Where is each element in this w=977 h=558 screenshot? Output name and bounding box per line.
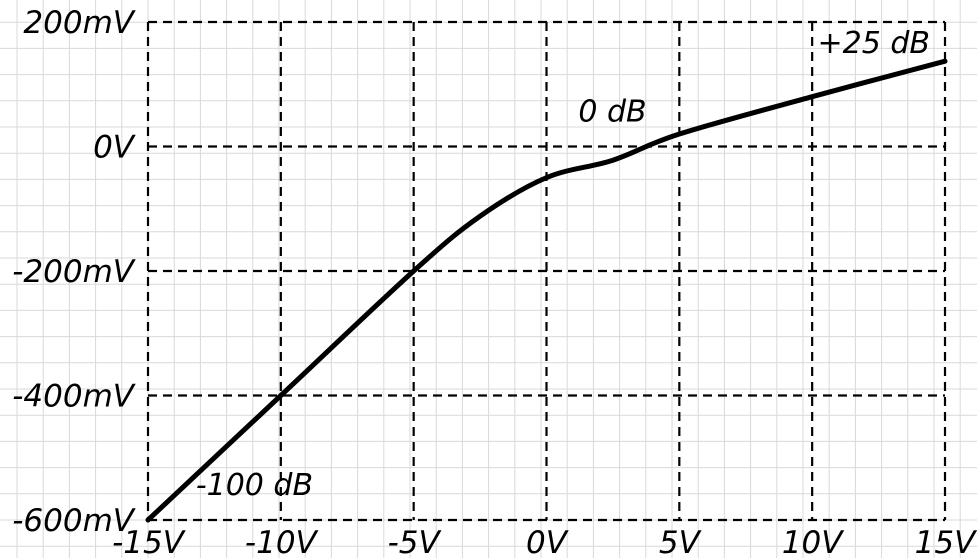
annotation-label: +25 dB: [817, 26, 929, 61]
x-tick-label: -10V: [245, 525, 320, 558]
plot-lines: [145, 58, 948, 523]
x-tick-label: -5V: [388, 525, 443, 558]
x-tick-labels: -15V -10V -5V 0V 5V 10V 15V: [112, 525, 977, 558]
annotation-label: 0 dB: [578, 95, 646, 130]
y-tick-label: -400mV: [12, 379, 137, 415]
y-tick-labels: 200mV 0V -200mV -400mV -600mV: [12, 5, 137, 539]
major-grid: [146, 20, 947, 522]
x-tick-label: 10V: [782, 525, 845, 558]
y-tick-label: 200mV: [23, 5, 136, 41]
annotation-label: -100 dB: [196, 468, 313, 503]
y-tick-label: -600mV: [12, 503, 137, 539]
x-tick-label: 5V: [659, 525, 703, 558]
x-tick-label: -15V: [112, 525, 187, 558]
y-tick-label: 0V: [93, 130, 137, 166]
y-tick-label: -200mV: [12, 254, 137, 290]
annotations: -100 dB 0 dB +25 dB: [196, 26, 930, 503]
x-tick-label: 0V: [526, 525, 570, 558]
series-line-0: [145, 58, 948, 523]
x-tick-label: 15V: [915, 525, 977, 558]
